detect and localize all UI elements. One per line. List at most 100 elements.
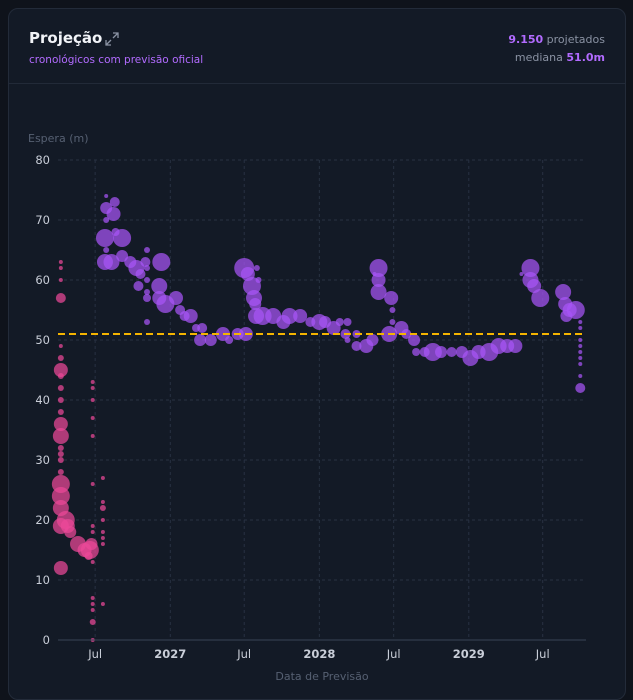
x-tick-label: 2027: [154, 647, 186, 661]
data-point: [389, 307, 396, 313]
data-point: [53, 363, 68, 377]
y-tick-label: 70: [35, 213, 50, 227]
data-point: [225, 336, 234, 344]
data-point: [519, 272, 524, 276]
data-point: [578, 362, 583, 366]
data-point: [90, 398, 95, 402]
y-tick-label: 30: [35, 453, 50, 467]
data-point: [58, 260, 63, 264]
y-axis-label: Espera (m): [28, 132, 89, 145]
data-point: [57, 355, 64, 361]
data-point: [103, 247, 110, 253]
x-tick-label: 2029: [453, 647, 485, 661]
data-point: [57, 373, 64, 379]
data-point: [197, 323, 208, 333]
median-label: mediana: [514, 51, 563, 64]
projected-label: projetados: [546, 33, 605, 46]
data-point: [204, 334, 217, 346]
data-point: [57, 409, 64, 415]
data-point: [52, 428, 69, 444]
y-tick-label: 0: [43, 633, 50, 647]
data-point: [578, 320, 583, 324]
data-point: [90, 434, 95, 438]
data-point: [183, 309, 198, 323]
data-point: [57, 445, 64, 451]
data-point: [575, 383, 586, 393]
data-point: [281, 308, 298, 324]
data-point: [109, 197, 120, 207]
x-tick-label: Jul: [236, 647, 251, 661]
data-point: [372, 272, 377, 276]
data-point: [578, 350, 583, 354]
data-point: [140, 257, 151, 267]
card-header: Projeção cronológicos com previsão ofici…: [9, 9, 625, 84]
y-tick-label: 10: [35, 573, 50, 587]
data-point: [144, 265, 151, 271]
data-point: [144, 319, 151, 325]
data-point: [84, 552, 93, 560]
data-point: [103, 254, 120, 270]
data-point: [143, 294, 152, 302]
chart-points: [51, 194, 586, 642]
data-point: [99, 505, 106, 511]
data-point: [100, 500, 105, 504]
x-axis-label: Data de Previsão: [275, 670, 369, 683]
data-point: [144, 289, 151, 295]
data-point: [106, 207, 121, 221]
data-point: [152, 253, 171, 271]
data-point: [90, 482, 95, 486]
median-value: 51.0m: [566, 51, 605, 64]
data-point: [89, 619, 96, 625]
data-point: [578, 356, 583, 360]
data-point: [135, 269, 146, 279]
data-point: [578, 338, 583, 342]
data-point: [90, 596, 95, 600]
data-point: [57, 451, 64, 457]
data-point: [555, 284, 572, 300]
data-point: [255, 277, 262, 283]
data-point: [578, 326, 583, 330]
data-point: [90, 524, 95, 528]
data-point: [104, 194, 109, 198]
chart-axes: 0 10 20 30 40 50 60 70 80 Jul 2027 Jul 2028 Jul 2029 Ju…: [35, 153, 586, 661]
data-point: [113, 229, 132, 247]
data-point: [370, 284, 387, 300]
data-point: [95, 229, 114, 247]
summary-stats: 9.150 projetados mediana 51.0m: [508, 31, 605, 67]
data-point: [100, 518, 105, 522]
x-tick-label: 2028: [303, 647, 335, 661]
data-point: [51, 475, 70, 493]
data-point: [521, 259, 540, 277]
data-point: [57, 397, 64, 403]
y-tick-label: 50: [35, 333, 50, 347]
y-tick-label: 40: [35, 393, 50, 407]
data-point: [351, 341, 362, 351]
data-point: [384, 291, 399, 305]
data-point: [85, 538, 98, 550]
data-point: [57, 457, 64, 463]
data-point: [401, 329, 412, 339]
y-tick-label: 20: [35, 513, 50, 527]
data-point: [249, 298, 262, 310]
data-point: [344, 337, 351, 343]
data-point: [144, 277, 151, 283]
data-point: [103, 217, 110, 223]
data-point: [58, 278, 63, 282]
chart-grid: [58, 159, 586, 641]
data-point: [90, 416, 95, 420]
data-point: [343, 318, 352, 326]
data-point: [57, 385, 64, 391]
data-point: [293, 309, 308, 323]
data-point: [144, 247, 151, 253]
data-point: [253, 265, 260, 271]
data-point: [578, 374, 583, 378]
data-point: [531, 289, 550, 307]
data-point: [90, 608, 95, 612]
data-point: [169, 291, 184, 305]
data-point: [335, 318, 344, 326]
data-point: [90, 602, 95, 606]
data-point: [64, 526, 77, 538]
data-point: [53, 417, 68, 431]
expand-icon[interactable]: [105, 31, 119, 46]
